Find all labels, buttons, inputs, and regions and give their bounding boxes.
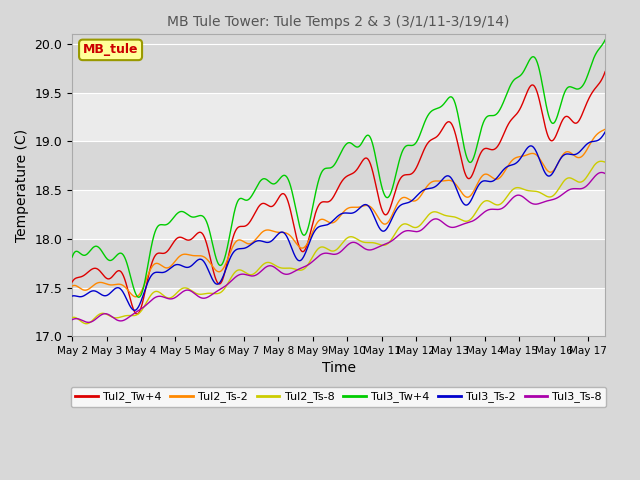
Text: MB_tule: MB_tule <box>83 43 138 56</box>
Y-axis label: Temperature (C): Temperature (C) <box>15 129 29 242</box>
Legend: Tul2_Tw+4, Tul2_Ts-2, Tul2_Ts-8, Tul3_Tw+4, Tul3_Ts-2, Tul3_Ts-8: Tul2_Tw+4, Tul2_Ts-2, Tul2_Ts-8, Tul3_Tw… <box>71 387 607 407</box>
Bar <box>72 93 605 142</box>
X-axis label: Time: Time <box>322 361 356 375</box>
Bar <box>72 288 605 336</box>
Title: MB Tule Tower: Tule Temps 2 & 3 (3/1/11-3/19/14): MB Tule Tower: Tule Temps 2 & 3 (3/1/11-… <box>168 15 510 29</box>
Bar <box>72 190 605 239</box>
